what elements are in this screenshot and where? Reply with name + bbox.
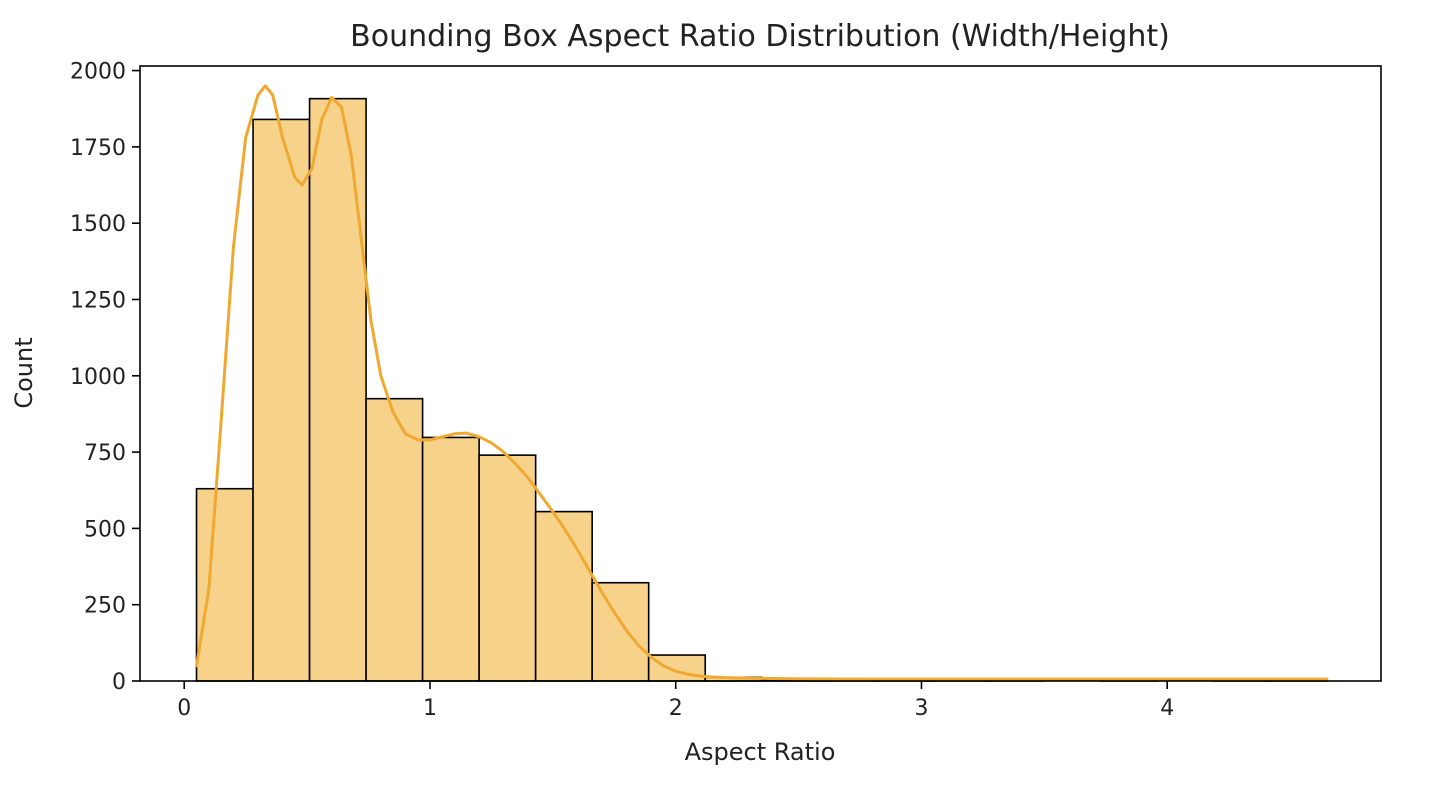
y-axis-label: Count xyxy=(10,337,38,408)
histogram-bar-1 xyxy=(253,119,310,681)
y-tick-label-500: 500 xyxy=(84,517,126,542)
y-tick-label-1500: 1500 xyxy=(70,212,126,237)
x-tick-label-2: 2 xyxy=(669,696,683,721)
y-tick-label-1750: 1750 xyxy=(70,136,126,161)
histogram-bar-0 xyxy=(197,489,254,681)
chart-title: Bounding Box Aspect Ratio Distribution (… xyxy=(350,19,1170,54)
histogram-bar-2 xyxy=(310,99,367,681)
histogram-bar-6 xyxy=(536,512,593,681)
x-tick-label-3: 3 xyxy=(914,696,928,721)
histogram-bar-7 xyxy=(592,583,649,681)
x-tick-label-0: 0 xyxy=(177,696,191,721)
x-tick-label-4: 4 xyxy=(1160,696,1174,721)
histogram-bar-3 xyxy=(366,399,423,681)
histogram-bar-8 xyxy=(649,655,706,681)
y-tick-label-1250: 1250 xyxy=(70,288,126,313)
y-tick-label-250: 250 xyxy=(84,594,126,619)
x-tick-label-1: 1 xyxy=(423,696,437,721)
y-tick-label-1000: 1000 xyxy=(70,365,126,390)
histogram-bar-5 xyxy=(479,455,536,681)
x-axis-label: Aspect Ratio xyxy=(685,738,836,766)
histogram-bars xyxy=(197,99,1327,681)
y-tick-label-750: 750 xyxy=(84,441,126,466)
histogram-bar-4 xyxy=(423,437,480,681)
y-tick-label-0: 0 xyxy=(112,670,126,695)
y-tick-label-2000: 2000 xyxy=(70,60,126,85)
